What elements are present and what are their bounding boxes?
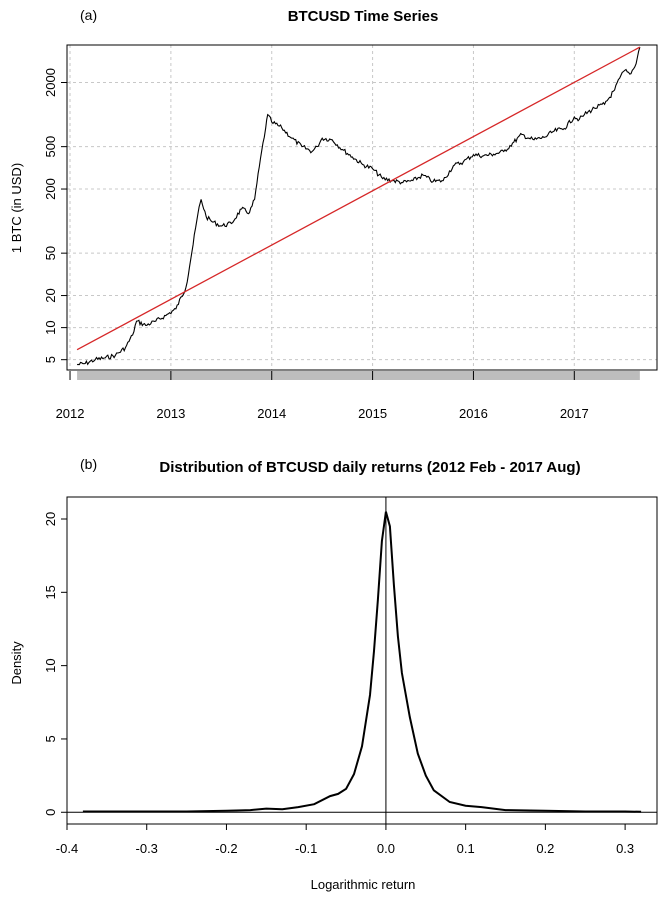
btc-price-line bbox=[77, 46, 641, 366]
y-tick-label: 50 bbox=[43, 246, 58, 260]
panel-a-label: (a) bbox=[80, 7, 97, 23]
y-tick-label: 0 bbox=[43, 809, 58, 816]
panel-a-y-axis: 5 10 20 50 200 500 2000 bbox=[43, 68, 67, 363]
x-tick-label: 2014 bbox=[257, 406, 286, 421]
x-tick-label: 0.3 bbox=[616, 841, 634, 856]
y-tick-label: 500 bbox=[43, 136, 58, 158]
y-tick-label: 20 bbox=[43, 288, 58, 302]
x-tick-label: -0.2 bbox=[215, 841, 237, 856]
x-tick-label: -0.3 bbox=[136, 841, 158, 856]
panel-b: (b) Distribution of BTCUSD daily returns… bbox=[9, 456, 658, 892]
y-tick-label: 200 bbox=[43, 178, 58, 200]
panel-a-title: BTCUSD Time Series bbox=[288, 8, 439, 25]
y-tick-label: 2000 bbox=[43, 68, 58, 97]
x-tick-label: 2012 bbox=[56, 406, 85, 421]
x-tick-label: -0.1 bbox=[295, 841, 317, 856]
x-tick-label: 2015 bbox=[358, 406, 387, 421]
panel-a-grid bbox=[67, 45, 657, 370]
panel-a-y-axis-title: 1 BTC (in USD) bbox=[9, 163, 24, 253]
x-tick-label: 0.2 bbox=[536, 841, 554, 856]
panel-b-title: Distribution of BTCUSD daily returns (20… bbox=[159, 459, 580, 476]
panel-b-plot-frame bbox=[66, 496, 658, 825]
y-tick-label: 10 bbox=[43, 320, 58, 334]
x-tick-label: 0.1 bbox=[457, 841, 475, 856]
x-tick-label: 2016 bbox=[459, 406, 488, 421]
panel-a-date-strip bbox=[69, 371, 640, 380]
x-tick-label: -0.4 bbox=[56, 841, 78, 856]
panel-b-x-axis: -0.4 -0.3 -0.2 -0.1 0.0 0.1 0.2 0.3 bbox=[56, 824, 634, 856]
panel-b-x-axis-title: Logarithmic return bbox=[311, 877, 416, 892]
y-tick-label: 15 bbox=[43, 585, 58, 599]
panel-b-label: (b) bbox=[80, 456, 97, 472]
panel-a: (a) BTCUSD Time Series 2012 2013 2014 2015 2… bbox=[9, 7, 658, 421]
x-tick-label: 0.0 bbox=[377, 841, 395, 856]
y-tick-label: 10 bbox=[43, 658, 58, 672]
panel-b-reference-lines bbox=[67, 497, 657, 824]
panel-a-plot-frame bbox=[66, 44, 658, 371]
y-tick-label: 5 bbox=[43, 735, 58, 742]
y-tick-label: 5 bbox=[43, 356, 58, 363]
y-tick-label: 20 bbox=[43, 512, 58, 526]
date-strip bbox=[77, 371, 640, 380]
panel-a-x-axis: 2012 2013 2014 2015 2016 2017 bbox=[56, 406, 589, 421]
panel-b-y-axis: 0 5 10 15 20 bbox=[43, 512, 67, 816]
density-curve bbox=[82, 511, 642, 813]
x-tick-label: 2017 bbox=[560, 406, 589, 421]
panel-b-y-axis-title: Density bbox=[9, 641, 24, 685]
trend-line bbox=[76, 46, 641, 351]
x-tick-label: 2013 bbox=[156, 406, 185, 421]
